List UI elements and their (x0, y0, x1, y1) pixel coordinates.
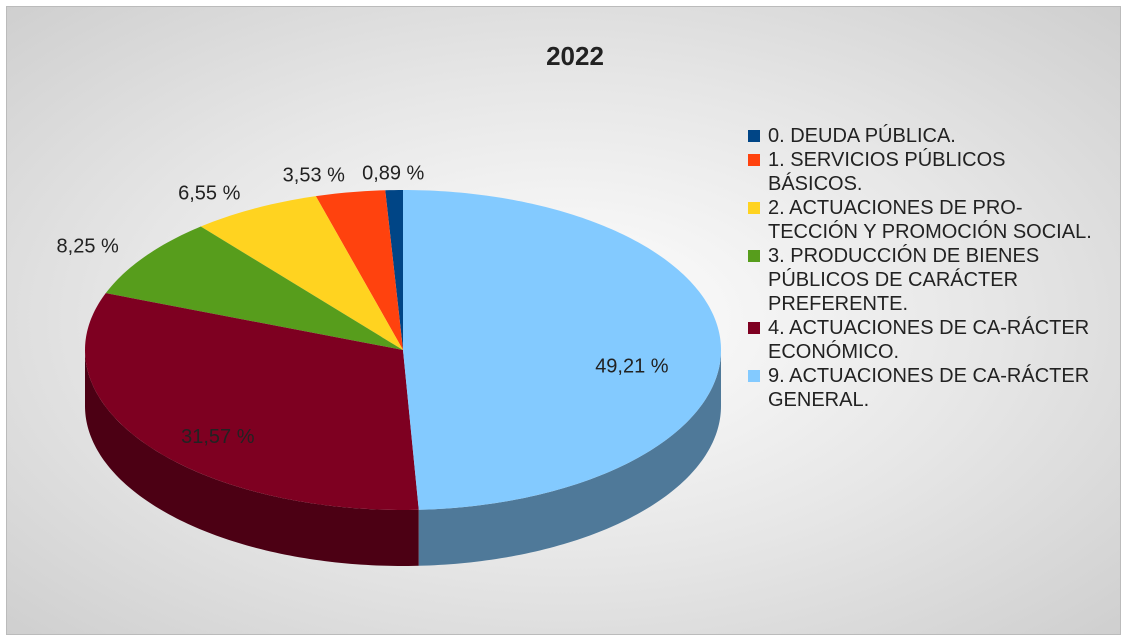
slice (85, 293, 419, 510)
data-label: 8,25 % (57, 236, 119, 258)
legend-swatch (748, 202, 760, 214)
slice (385, 190, 403, 350)
slice (200, 196, 403, 350)
legend-label: 2. ACTUACIONES DE PRO-TECCIÓN Y PROMOCIÓ… (768, 197, 1092, 243)
legend-swatch (748, 370, 760, 382)
legend-swatch (748, 250, 760, 262)
legend-label: 1. SERVICIOS PÚBLICOS BÁSICOS. (768, 149, 1006, 195)
legend-label: 9. ACTUACIONES DE CA-RÁCTER GENERAL. (768, 365, 1090, 411)
legend-label: 4. ACTUACIONES DE CA-RÁCTER ECONÓMICO. (768, 317, 1090, 363)
chart-title: 2022 (546, 41, 604, 71)
legend-swatch (748, 130, 760, 142)
data-label: 49,21 % (595, 355, 669, 377)
slice-side (418, 350, 721, 566)
data-label: 31,57 % (181, 426, 255, 448)
legend-item: 0. DEUDA PÚBLICA. (748, 124, 1098, 148)
slice (315, 190, 403, 350)
legend-label: 3. PRODUCCIÓN DE BIENES PÚBLICOS DE CARÁ… (768, 245, 1040, 315)
data-label: 0,89 % (362, 162, 424, 184)
legend-item: 9. ACTUACIONES DE CA-RÁCTER GENERAL. (748, 364, 1098, 412)
legend-swatch (748, 322, 760, 334)
slice-side (85, 350, 419, 566)
legend-item: 1. SERVICIOS PÚBLICOS BÁSICOS. (748, 148, 1098, 196)
legend-item: 3. PRODUCCIÓN DE BIENES PÚBLICOS DE CARÁ… (748, 244, 1098, 316)
legend-label: 0. DEUDA PÚBLICA. (768, 125, 956, 147)
legend-swatch (748, 154, 760, 166)
slice (403, 190, 721, 510)
slice (105, 226, 403, 350)
legend-item: 2. ACTUACIONES DE PRO-TECCIÓN Y PROMOCIÓ… (748, 196, 1098, 244)
data-label: 6,55 % (178, 182, 240, 204)
legend-item: 4. ACTUACIONES DE CA-RÁCTER ECONÓMICO. (748, 316, 1098, 364)
data-label: 3,53 % (283, 165, 345, 187)
